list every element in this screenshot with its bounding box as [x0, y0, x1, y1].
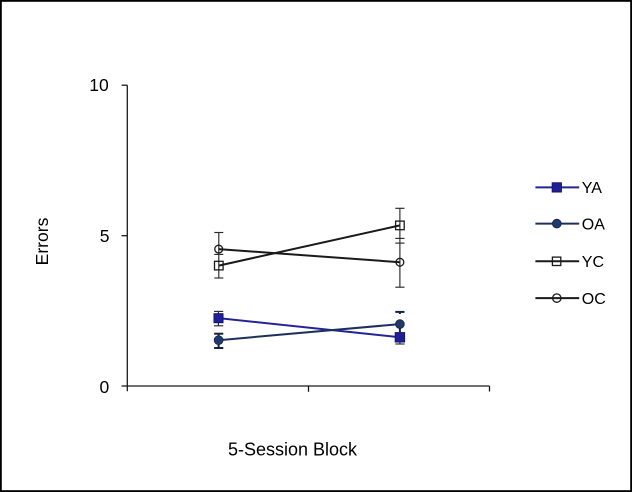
svg-text:5: 5: [100, 226, 110, 246]
svg-text:0: 0: [99, 377, 109, 397]
svg-text:10: 10: [89, 75, 109, 95]
svg-text:Errors: Errors: [32, 217, 52, 265]
svg-text:OA: OA: [582, 216, 605, 233]
svg-text:5-Session Block: 5-Session Block: [228, 440, 358, 460]
svg-text:YC: YC: [582, 254, 604, 271]
svg-text:OC: OC: [582, 291, 606, 308]
svg-text:YA: YA: [582, 180, 602, 197]
